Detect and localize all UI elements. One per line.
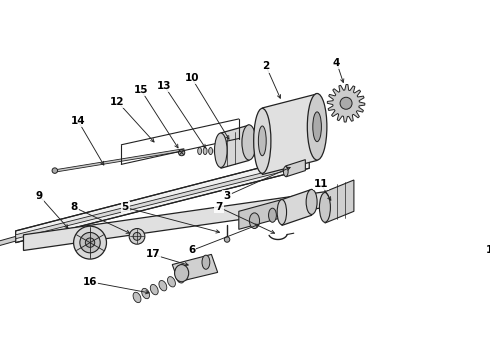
Ellipse shape [202, 255, 210, 269]
Text: 17: 17 [146, 249, 160, 260]
Ellipse shape [307, 94, 327, 160]
Ellipse shape [129, 229, 145, 244]
Polygon shape [16, 155, 309, 243]
Ellipse shape [178, 149, 185, 156]
Polygon shape [221, 125, 249, 168]
Ellipse shape [254, 108, 271, 174]
Text: 3: 3 [223, 191, 231, 201]
Text: 7: 7 [216, 202, 223, 212]
Ellipse shape [203, 148, 207, 154]
Polygon shape [239, 199, 282, 229]
Ellipse shape [85, 238, 95, 247]
Text: 12: 12 [110, 97, 124, 107]
Text: 2: 2 [263, 62, 270, 72]
Text: 1: 1 [486, 246, 490, 256]
Text: 8: 8 [71, 202, 78, 212]
Text: 11: 11 [314, 179, 328, 189]
Ellipse shape [150, 284, 158, 295]
Ellipse shape [242, 125, 256, 160]
Polygon shape [327, 85, 365, 122]
Text: 16: 16 [83, 277, 98, 287]
Ellipse shape [142, 288, 149, 299]
Ellipse shape [159, 280, 167, 291]
Polygon shape [286, 159, 305, 177]
Ellipse shape [133, 233, 141, 240]
Ellipse shape [80, 233, 100, 253]
Polygon shape [172, 255, 218, 282]
Text: 14: 14 [71, 116, 86, 126]
Ellipse shape [214, 148, 218, 154]
Ellipse shape [74, 226, 106, 259]
Text: 5: 5 [122, 202, 129, 212]
Ellipse shape [249, 213, 260, 229]
Text: 13: 13 [157, 81, 171, 91]
Ellipse shape [283, 166, 288, 176]
Ellipse shape [269, 208, 276, 222]
Ellipse shape [174, 265, 189, 282]
Ellipse shape [133, 292, 141, 303]
Polygon shape [0, 237, 16, 247]
Polygon shape [24, 192, 325, 251]
Ellipse shape [224, 237, 230, 242]
Text: 10: 10 [185, 73, 199, 83]
Ellipse shape [209, 148, 213, 154]
Ellipse shape [313, 112, 321, 141]
Ellipse shape [52, 168, 57, 174]
Ellipse shape [168, 276, 175, 287]
Polygon shape [55, 149, 184, 172]
Text: 15: 15 [134, 85, 148, 95]
Ellipse shape [258, 126, 266, 156]
Ellipse shape [319, 193, 330, 222]
Ellipse shape [197, 148, 201, 154]
Text: 9: 9 [36, 191, 43, 201]
Polygon shape [262, 94, 317, 175]
Text: 4: 4 [333, 58, 341, 68]
Polygon shape [16, 162, 305, 239]
Ellipse shape [306, 189, 317, 215]
Text: 6: 6 [188, 246, 196, 256]
Polygon shape [325, 180, 354, 223]
Ellipse shape [215, 133, 227, 167]
Polygon shape [282, 189, 312, 225]
Ellipse shape [176, 273, 184, 283]
Circle shape [340, 97, 352, 109]
Ellipse shape [277, 199, 287, 225]
